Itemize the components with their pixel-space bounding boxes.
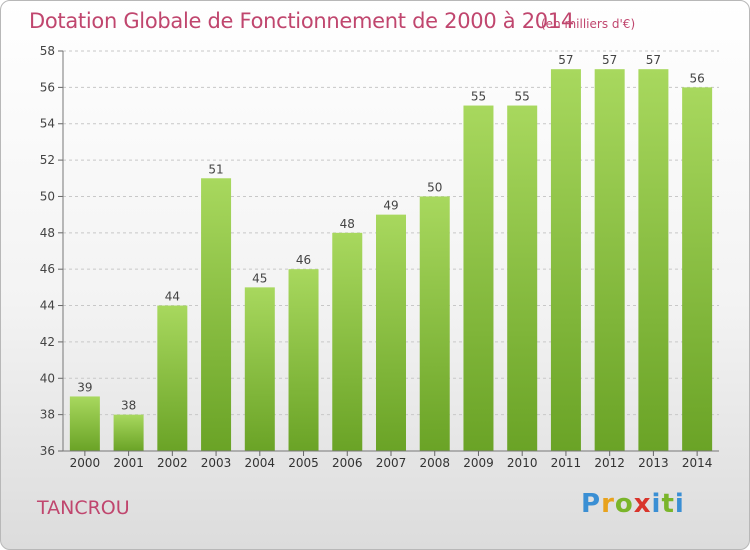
x-tick-label: 2005 [288,456,319,470]
y-tick-label: 36 [40,444,55,458]
bar [638,69,669,451]
bar [332,232,363,451]
bars [69,69,713,452]
bar [69,396,100,451]
x-tick-label: 2013 [638,456,669,470]
bar [550,69,581,451]
data-label: 49 [383,199,398,213]
unit-note: (en milliers d'€) [541,17,636,31]
x-tick-label: 2000 [70,456,101,470]
data-label: 57 [602,53,617,67]
data-label: 48 [340,217,355,231]
x-tick-label: 2010 [507,456,538,470]
y-tick-label: 46 [40,262,55,276]
x-tick-label: 2006 [332,456,363,470]
bar [507,105,538,451]
bar [594,69,625,451]
y-tick-label: 56 [40,80,55,94]
data-label: 39 [77,380,92,394]
data-label: 57 [646,53,661,67]
y-tick-label: 40 [40,371,55,385]
data-label: 55 [515,90,530,104]
axes [58,50,719,456]
y-tick-label: 42 [40,335,55,349]
bar [682,87,713,451]
x-tick-label: 2008 [419,456,450,470]
y-tick-label: 58 [40,44,55,58]
x-tick-label: 2014 [682,456,713,470]
x-tick-label: 2009 [463,456,494,470]
y-tick-label: 38 [40,408,55,422]
data-label: 57 [558,53,573,67]
y-tick-label: 54 [40,117,55,131]
x-tick-label: 2007 [376,456,407,470]
x-tick-label: 2004 [245,456,276,470]
data-label: 50 [427,180,442,194]
x-tick-label: 2001 [113,456,144,470]
data-label: 55 [471,90,486,104]
x-tick-label: 2002 [157,456,188,470]
bar [157,305,188,451]
y-tick-label: 48 [40,226,55,240]
bar [288,269,319,451]
y-tick-label: 52 [40,153,55,167]
y-tick-label: 50 [40,189,55,203]
bar [419,196,450,451]
chart-title: Dotation Globale de Fonctionnement de 20… [29,9,574,33]
bar [201,178,232,452]
y-tick-label: 44 [40,299,55,313]
bar [376,214,406,451]
labels: 36 38 40 42 44 46 48 50 52 54 56 58 39 2000 38 2001 44 20… [40,44,713,470]
bar [244,287,275,451]
x-tick-label: 2012 [594,456,625,470]
data-label: 51 [208,162,223,176]
bar [463,105,494,451]
commune-name: TANCROU [37,497,130,519]
bar [113,414,144,451]
data-label: 46 [296,253,311,267]
data-label: 45 [252,271,267,285]
x-tick-label: 2011 [551,456,582,470]
data-label: 56 [689,71,704,85]
proxiti-logo[interactable]: Proxiti [581,489,685,519]
data-label: 44 [165,290,180,304]
data-label: 38 [121,399,136,413]
x-tick-label: 2003 [201,456,232,470]
